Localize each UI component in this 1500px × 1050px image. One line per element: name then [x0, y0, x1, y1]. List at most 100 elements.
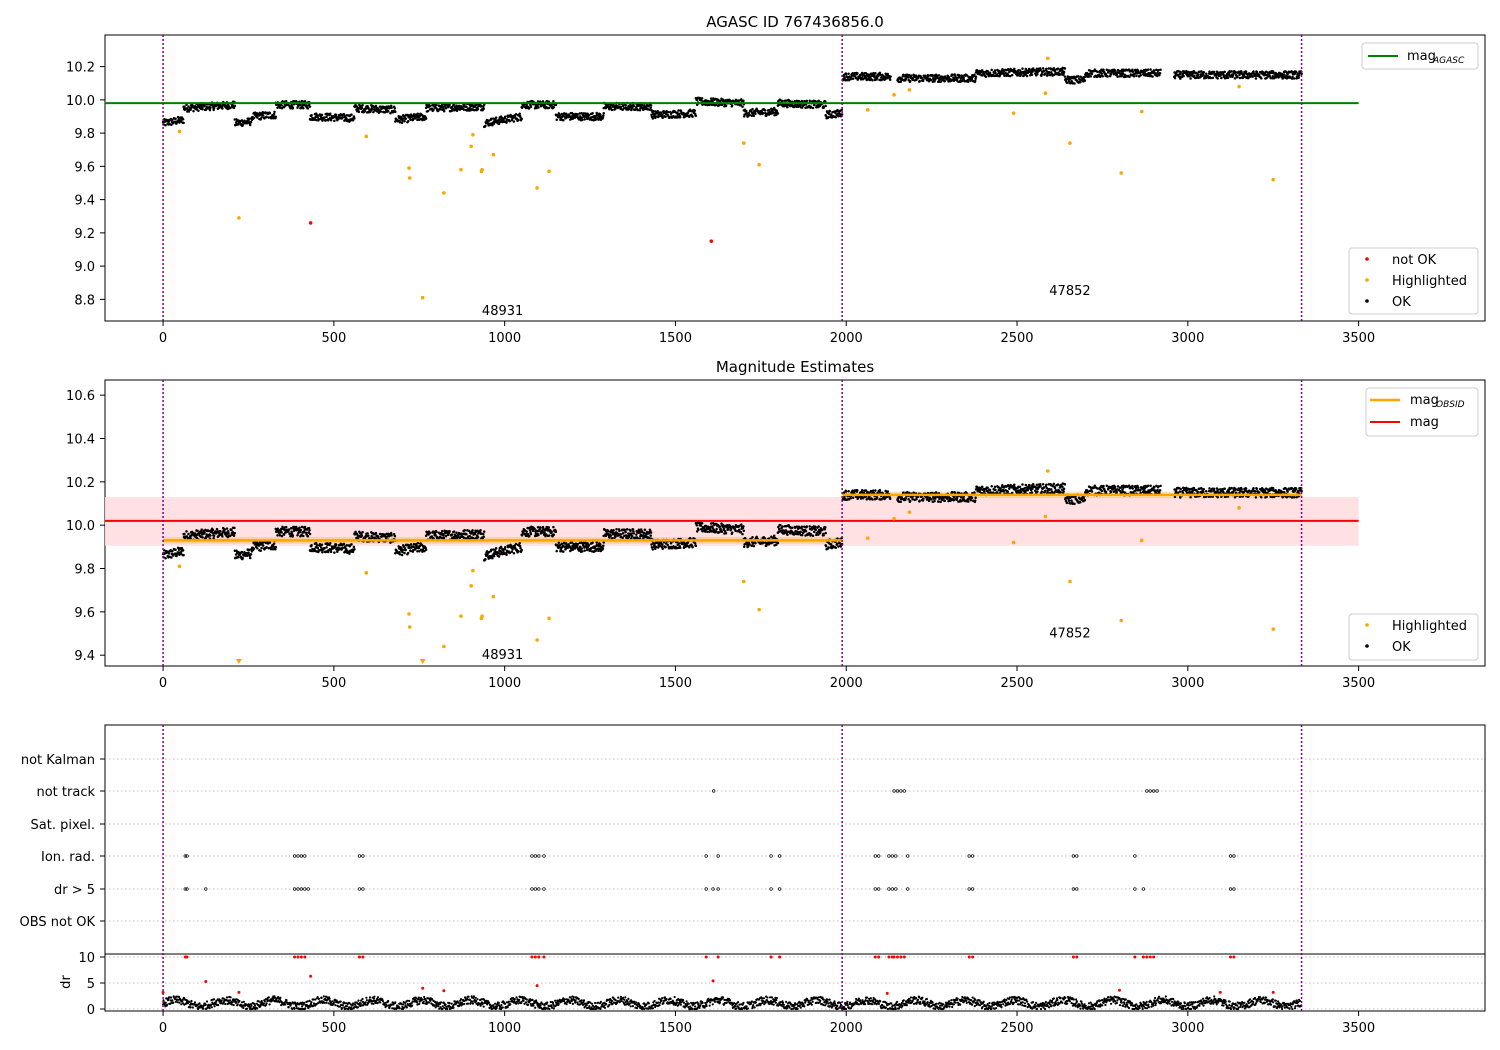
ok-point — [517, 118, 520, 122]
ok-point — [333, 119, 336, 123]
ok-point — [291, 534, 295, 537]
ok-point — [537, 106, 540, 109]
ok-point — [1292, 77, 1296, 80]
ok-point — [854, 76, 858, 80]
ok-point — [552, 100, 555, 103]
ok-point — [240, 119, 244, 122]
ok-point — [614, 535, 617, 539]
ok-point — [1027, 483, 1031, 487]
highlighted-point — [480, 167, 484, 172]
ok-point — [650, 545, 654, 549]
ok-point — [247, 551, 250, 554]
ok-point — [718, 525, 722, 528]
ok-point — [350, 113, 353, 116]
ok-point — [299, 528, 303, 532]
ok-point — [612, 528, 615, 532]
ok-point — [652, 109, 655, 113]
highlighted-point — [1043, 91, 1048, 95]
ok-point — [1202, 71, 1206, 74]
ok-point — [291, 106, 295, 110]
ok-point — [929, 498, 933, 501]
ok-point — [1008, 74, 1012, 78]
not-ok-point — [709, 239, 714, 243]
ok-point — [442, 106, 445, 110]
ok-point — [1061, 485, 1064, 488]
ok-point — [844, 72, 848, 76]
ok-point — [656, 110, 660, 113]
ok-point — [693, 109, 696, 112]
highlighted-point — [1045, 56, 1050, 61]
ok-point — [844, 490, 848, 493]
ok-point — [952, 79, 956, 82]
ok-point — [1083, 79, 1087, 82]
ok-point — [1010, 73, 1014, 77]
y-tick-label: 9.0 — [74, 260, 95, 275]
ok-point — [630, 534, 634, 538]
ok-point — [379, 110, 383, 113]
ok-point — [1257, 73, 1261, 76]
ok-point — [248, 123, 252, 127]
ok-point — [401, 548, 405, 552]
ok-point — [648, 108, 651, 111]
ok-point — [497, 555, 501, 558]
ok-point — [372, 110, 375, 114]
ok-point — [201, 107, 204, 111]
ok-point — [503, 115, 507, 118]
ok-point — [1063, 75, 1067, 78]
ok-point — [822, 106, 825, 109]
ok-point — [805, 525, 809, 528]
ok-point — [781, 525, 784, 528]
ok-point — [280, 531, 283, 534]
ok-point — [520, 117, 523, 121]
ok-point — [770, 107, 773, 110]
ok-point — [823, 528, 827, 531]
ok-point — [1230, 70, 1233, 73]
ok-point — [886, 72, 890, 76]
ok-point — [1035, 67, 1039, 71]
ok-point — [840, 108, 843, 112]
ok-point — [316, 546, 320, 550]
ok-point — [1211, 76, 1215, 80]
ok-point — [394, 110, 397, 114]
ok-point — [409, 118, 412, 121]
ok-point — [924, 74, 927, 77]
ok-point — [710, 530, 714, 533]
ok-point — [812, 103, 816, 107]
ok-point — [786, 105, 789, 109]
ok-point — [578, 115, 582, 118]
ok-point — [476, 535, 480, 539]
highlighted-point — [469, 144, 473, 149]
ok-point — [824, 104, 827, 108]
ok-point — [724, 531, 728, 535]
ok-point — [1159, 68, 1162, 71]
ok-point — [981, 74, 984, 77]
ok-point — [409, 113, 413, 116]
ok-point — [384, 110, 387, 114]
ok-point — [1002, 72, 1005, 76]
ok-point — [619, 533, 623, 536]
ok-point — [406, 119, 410, 123]
ok-point — [435, 103, 438, 107]
ok-point — [249, 553, 253, 556]
ok-point — [287, 528, 291, 531]
ok-point — [310, 544, 313, 547]
ok-point — [994, 488, 997, 492]
ok-point — [709, 97, 713, 100]
ok-point — [779, 523, 782, 527]
ok-point — [357, 110, 361, 114]
ok-point — [512, 120, 516, 123]
ok-point — [581, 550, 584, 553]
ok-point — [664, 115, 667, 118]
ok-point — [334, 113, 338, 116]
ok-point — [838, 112, 841, 115]
ok-point — [889, 75, 892, 78]
ok-point — [374, 104, 378, 108]
ok-point — [933, 499, 936, 503]
ok-point — [874, 489, 877, 492]
ok-point — [182, 553, 185, 557]
ok-point — [677, 109, 680, 112]
ok-point — [203, 531, 206, 534]
ok-point — [654, 545, 658, 549]
ok-point — [990, 484, 993, 488]
